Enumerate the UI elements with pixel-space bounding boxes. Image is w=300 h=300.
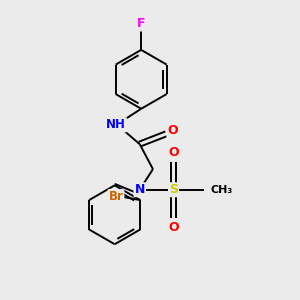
Text: S: S — [169, 183, 178, 196]
Text: O: O — [168, 146, 179, 159]
Text: O: O — [168, 221, 179, 234]
Text: O: O — [167, 124, 178, 137]
Text: Br: Br — [109, 190, 124, 203]
Text: N: N — [134, 183, 145, 196]
Text: F: F — [137, 17, 146, 31]
Text: NH: NH — [106, 118, 126, 131]
Text: CH₃: CH₃ — [210, 185, 232, 195]
